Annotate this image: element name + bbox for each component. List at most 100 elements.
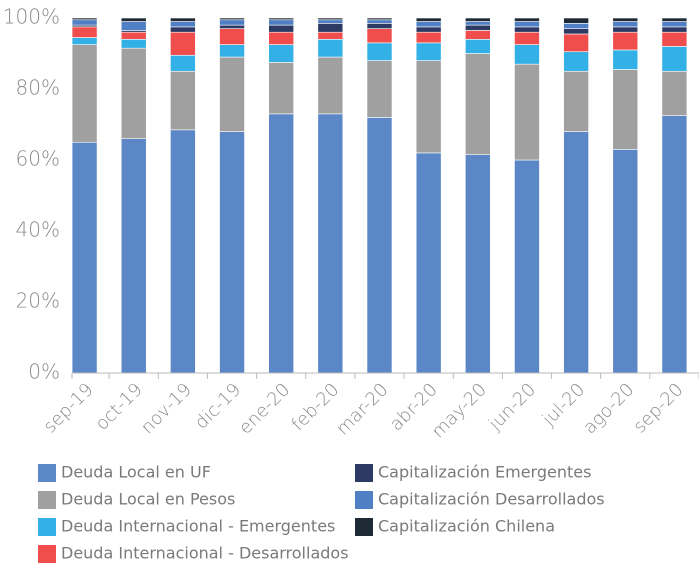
bar-segment — [317, 31, 344, 40]
bar-segment — [268, 24, 294, 33]
bar-segment — [465, 24, 491, 31]
bar-segment — [465, 154, 491, 374]
bar-segment — [612, 69, 639, 150]
legend-label: Capitalización Desarrollados — [378, 490, 605, 509]
bar-segment — [219, 17, 245, 21]
legend-swatch — [355, 518, 373, 536]
bar-segment — [170, 26, 196, 33]
bar-segment — [317, 23, 344, 33]
bar-segment — [661, 21, 688, 28]
bar-segment — [563, 131, 589, 374]
bar-segment — [71, 26, 98, 38]
bar-segment — [219, 131, 245, 374]
bar-segment — [268, 19, 294, 26]
x-tick-label: ene-20 — [235, 379, 294, 438]
bar-segment — [563, 70, 589, 132]
bar-segment — [71, 37, 98, 45]
bar-segment — [415, 42, 442, 61]
bar-segment — [219, 24, 245, 29]
bar-segment — [415, 60, 442, 154]
bar-segment — [514, 63, 540, 161]
x-tick-label: nov-19 — [137, 379, 196, 438]
bar-segment — [612, 21, 639, 28]
legend-label: Deuda Local en UF — [61, 463, 211, 482]
bar-segment — [219, 56, 245, 132]
y-tick-label: 60% — [16, 147, 60, 171]
bar-segment — [612, 149, 639, 374]
legend-label: Capitalización Chilena — [378, 517, 555, 536]
legend-label: Deuda Internacional - Desarrollados — [61, 544, 349, 563]
bar-segment — [120, 47, 147, 140]
bar-segment — [366, 117, 393, 374]
bar-segment — [366, 42, 393, 61]
x-tick-label: jun-20 — [484, 379, 540, 435]
bar-segment — [120, 138, 147, 374]
bar-segment — [120, 31, 147, 40]
bar-segment — [120, 17, 147, 22]
y-tick-label: 100% — [3, 5, 60, 29]
bar-segment — [170, 70, 196, 131]
bar-segment — [415, 17, 442, 22]
y-tick-label: 80% — [16, 76, 60, 100]
bar-segment — [661, 70, 688, 116]
bar-segment — [415, 21, 442, 28]
bar-segment — [612, 49, 639, 70]
legend-label: Deuda Local en Pesos — [61, 490, 235, 509]
bar-segment — [563, 33, 589, 53]
bar-segment — [661, 17, 688, 22]
bar-segment — [317, 17, 344, 21]
y-tick-label: 20% — [16, 289, 60, 313]
bar-segment — [661, 31, 688, 47]
bar-segment — [514, 26, 540, 33]
bar-segment — [563, 17, 589, 24]
legend-label: Capitalización Emergentes — [378, 463, 591, 482]
bar-segment — [366, 23, 393, 29]
bar-segment — [661, 26, 688, 33]
bar-segment — [317, 19, 344, 24]
bar-segment — [71, 17, 98, 21]
bar-segment — [465, 21, 491, 26]
legend-swatch — [38, 491, 56, 509]
x-tick-label: sep-20 — [629, 379, 687, 437]
bar-segment — [514, 44, 540, 65]
bar-segment — [415, 152, 442, 374]
y-tick-label: 40% — [16, 218, 60, 242]
bar-segment — [415, 31, 442, 44]
bar-segment — [268, 31, 294, 45]
bar-segment — [563, 23, 589, 29]
bar-segment — [170, 31, 196, 56]
y-tick-label: 0% — [28, 360, 60, 384]
bar-segment — [170, 54, 196, 72]
legend-swatch — [38, 464, 56, 482]
bar-segment — [465, 53, 491, 155]
legend-swatch — [38, 545, 56, 563]
bar-segment — [268, 17, 294, 21]
bar-segment — [170, 17, 196, 22]
bar-segment — [612, 26, 639, 33]
bar-segment — [366, 28, 393, 44]
bar-segment — [514, 31, 540, 45]
bar-segment — [71, 141, 98, 374]
bar-segment — [317, 56, 344, 115]
bar-segment — [563, 51, 589, 72]
bar-segment — [317, 38, 344, 58]
bar-segment — [219, 28, 245, 45]
legend-swatch — [355, 491, 373, 509]
bar-segment — [514, 159, 540, 374]
bar-segment — [268, 62, 294, 115]
bar-segment — [219, 19, 245, 26]
legend-swatch — [38, 518, 56, 536]
x-tick-label: mar-20 — [332, 379, 392, 439]
bar-segment — [366, 60, 393, 118]
bar-segment — [661, 46, 688, 72]
bar-segment — [120, 21, 147, 31]
x-tick-label: may-20 — [428, 379, 491, 442]
bar-segment — [465, 30, 491, 40]
bar-segment — [514, 17, 540, 22]
legend-swatch — [355, 464, 373, 482]
x-tick-label: ago-20 — [579, 379, 638, 438]
bar-segment — [612, 31, 639, 51]
bar-segment — [71, 19, 98, 26]
bar-segment — [612, 17, 639, 22]
